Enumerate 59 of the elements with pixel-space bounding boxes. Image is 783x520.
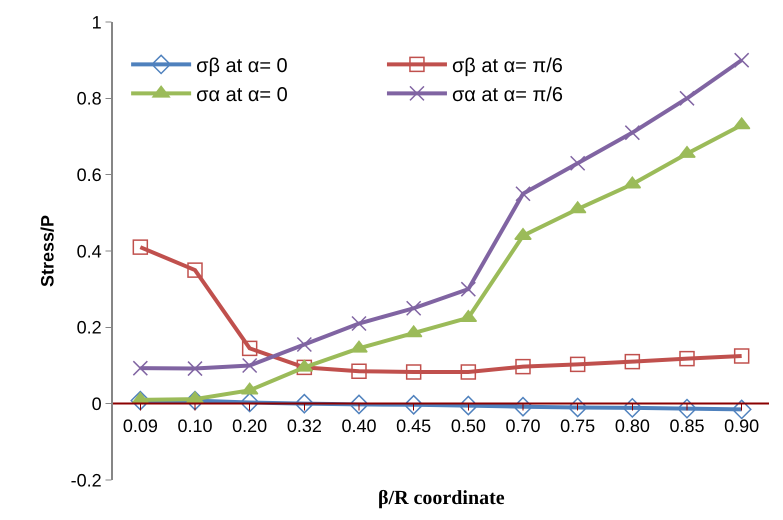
y-tick-label: 0 <box>92 394 102 414</box>
x-axis-title: β/R coordinate <box>378 487 505 509</box>
point <box>679 350 695 366</box>
legend-label: σα at α= 0 <box>196 84 288 106</box>
legend-label: σβ at α= 0 <box>196 55 288 78</box>
point <box>622 398 642 418</box>
point <box>351 316 367 332</box>
point <box>515 186 531 202</box>
point <box>460 281 476 297</box>
x-tick-label: 0.09 <box>122 416 158 436</box>
point <box>570 356 586 372</box>
y-tick-label: 1 <box>92 12 102 32</box>
x-tick-label: 0.40 <box>341 416 377 436</box>
point <box>734 52 750 68</box>
point <box>187 262 203 278</box>
point <box>187 360 203 376</box>
point <box>406 300 422 316</box>
y-tick-label: 0.8 <box>76 88 102 109</box>
x-tick-label: 0.32 <box>286 416 322 436</box>
point <box>296 336 312 352</box>
point <box>624 354 640 370</box>
point <box>458 396 478 416</box>
point <box>568 398 588 418</box>
x-tick-label: 0.80 <box>614 416 650 436</box>
x-tick-label: 0.90 <box>724 416 760 436</box>
point <box>296 360 312 376</box>
point <box>570 155 586 171</box>
x-tick-label: 0.10 <box>177 416 213 436</box>
point <box>294 394 314 414</box>
legend-label: σβ at α= π/6 <box>452 55 563 78</box>
point <box>132 239 148 255</box>
point <box>404 394 424 415</box>
x-tick-label: 0.70 <box>505 416 541 436</box>
y-axis-title: Stress/P <box>37 214 58 288</box>
point <box>513 396 533 417</box>
point <box>242 340 258 356</box>
point <box>515 358 531 374</box>
x-tick-label: 0.75 <box>560 416 596 436</box>
point <box>132 360 148 376</box>
point <box>240 392 260 412</box>
point <box>351 363 367 379</box>
point <box>679 90 695 106</box>
x-tick-label: 0.50 <box>450 416 486 436</box>
y-tick-label: -0.2 <box>70 470 102 490</box>
y-tick-label: 0.4 <box>76 241 102 262</box>
point <box>460 364 476 380</box>
point <box>242 358 258 374</box>
legend-label: σα at α= π/6 <box>452 84 563 106</box>
point <box>677 398 697 418</box>
x-tick-label: 0.85 <box>669 416 705 436</box>
y-tick-label: 0.2 <box>76 318 102 338</box>
point <box>734 348 750 364</box>
x-tick-label: 0.45 <box>396 416 432 436</box>
point <box>732 400 752 420</box>
point <box>406 364 422 380</box>
point <box>624 124 640 140</box>
y-tick-label: 0.6 <box>76 164 102 185</box>
point <box>349 394 369 414</box>
x-tick-label: 0.20 <box>232 416 268 436</box>
